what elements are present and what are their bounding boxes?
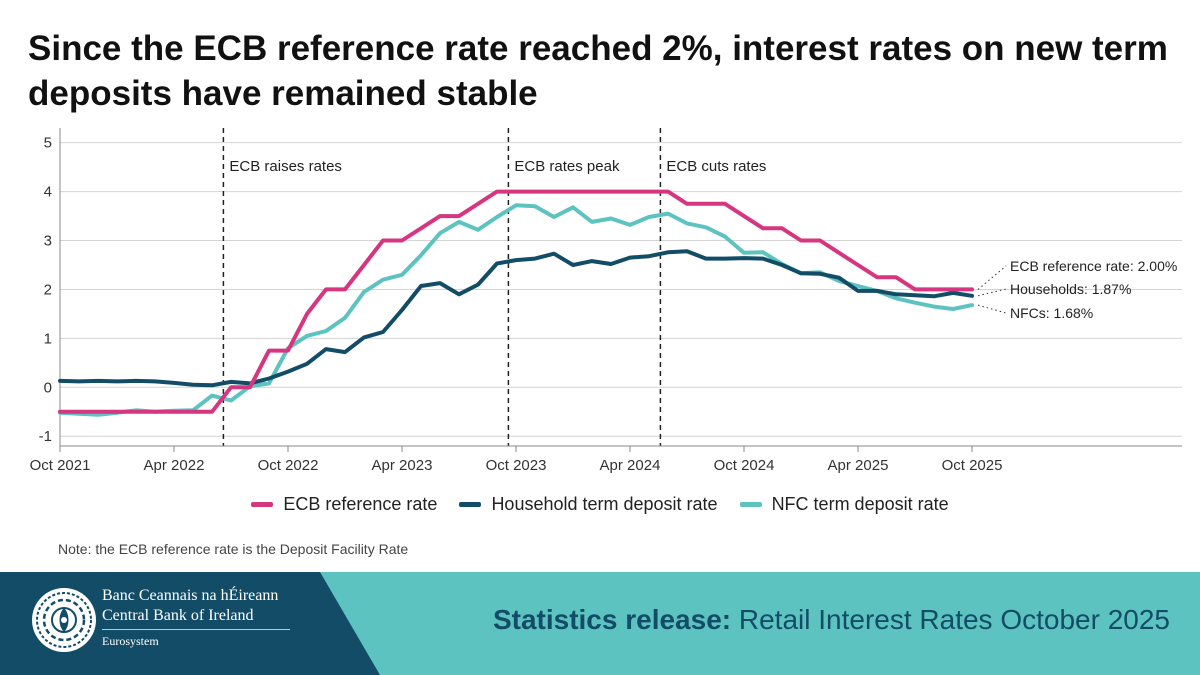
release-name: Retail Interest Rates October 2025 [738,604,1170,635]
x-tick-label: Apr 2022 [144,457,205,474]
y-tick-label: 1 [44,330,52,347]
chart-series [58,189,974,417]
end-label: ECB reference rate: 2.00% [1010,258,1177,274]
legend-item-household: Household term deposit rate [459,494,718,515]
legend-label-household: Household term deposit rate [491,494,718,514]
legend-swatch-nfc [739,502,762,507]
end-label-leader [977,265,1007,290]
x-tick-label: Oct 2021 [30,457,91,474]
legend-label-nfc: NFC term deposit rate [771,494,949,514]
release-title: Statistics release: Retail Interest Rate… [493,604,1170,636]
bank-name-english: Central Bank of Ireland [102,607,254,624]
footer-brand-panel: Banc Ceannais na hÉireann Central Bank o… [0,572,380,675]
footer-banner: Banc Ceannais na hÉireann Central Bank o… [0,572,1200,675]
x-tick-label: Apr 2023 [372,457,433,474]
page-title: Since the ECB reference rate reached 2%,… [28,29,1168,113]
series-line-1 [58,249,974,388]
bank-name-irish: Banc Ceannais na hÉireann [102,587,279,604]
y-tick-label: 0 [44,379,52,396]
end-label-leader [977,288,1007,297]
x-tick-label: Apr 2025 [828,457,889,474]
event-markers: ECB raises rates ECB rates peak ECB cuts r… [222,128,766,446]
x-tick-label: Oct 2024 [714,457,775,474]
end-label: NFCs: 1.68% [1010,305,1093,321]
line-chart: ECB raises rates ECB rates peak ECB cuts r… [30,128,1182,474]
eurosystem-label: Eurosystem [102,634,159,648]
y-tick-label: -1 [39,428,52,445]
x-tick-label: Apr 2024 [600,457,661,474]
event-label: ECB rates peak [514,158,620,175]
y-tick-label: 5 [44,135,52,152]
y-tick-label: 3 [44,233,52,250]
legend-item-ecb: ECB reference rate [251,494,437,515]
event-label: ECB raises rates [229,158,342,175]
event-label: ECB cuts rates [666,158,766,175]
chart-axes: -1 0 1 2 3 4 5 Oct 2021 Apr 2022 Oct 2022 Apr 2023… [30,128,1182,474]
x-tick-label: Oct 2022 [258,457,319,474]
series-line-0 [58,189,974,414]
end-label: Households: 1.87% [1010,281,1131,297]
release-label: Statistics release: [492,604,732,635]
bank-name-divider [102,629,290,630]
chart-note: Note: the ECB reference rate is the Depo… [58,541,409,557]
x-tick-label: Oct 2025 [942,457,1003,474]
legend-label-ecb: ECB reference rate [283,494,438,514]
central-bank-logo-icon [32,588,96,652]
x-tick-label: Oct 2023 [486,457,547,474]
y-tick-label: 4 [44,184,52,201]
bank-name: Banc Ceannais na hÉireann Central Bank o… [102,586,278,626]
legend-swatch-household [459,502,482,507]
end-label-leader [977,304,1007,314]
legend-item-nfc: NFC term deposit rate [739,494,949,515]
legend-swatch-ecb [251,502,274,507]
end-labels: ECB reference rate: 2.00% Households: 1.8… [977,258,1177,321]
y-tick-label: 2 [44,281,52,298]
chart-legend: ECB reference rate Household term deposi… [0,494,1200,515]
